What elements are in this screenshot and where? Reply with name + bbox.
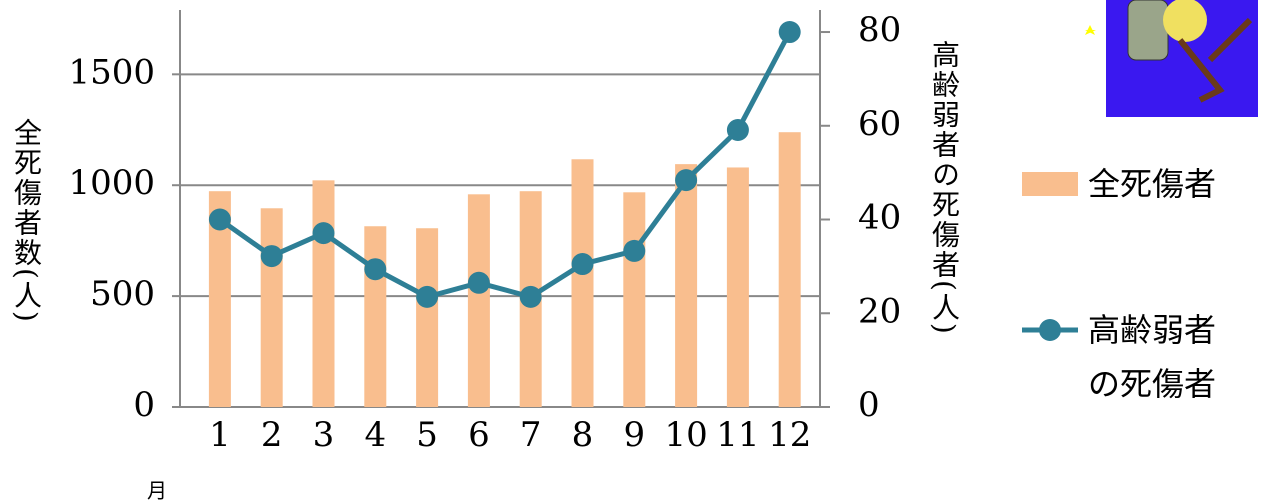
x-tick-label: 8 (572, 415, 594, 455)
bar (468, 194, 490, 407)
legend-label: 全死傷者 (1088, 157, 1216, 211)
page: 月 050010001500020406080123456789101112 全… (0, 0, 1268, 504)
point (313, 222, 335, 244)
bar (364, 226, 386, 407)
legend-key (1022, 172, 1078, 196)
point (416, 286, 438, 308)
y2-tick-label: 60 (858, 104, 901, 144)
y2-tick-label: 40 (858, 198, 901, 238)
bar (675, 164, 697, 407)
x-tick-label: 9 (623, 415, 645, 455)
x-tick-label: 2 (261, 415, 283, 455)
point (468, 272, 490, 294)
x-tick-label: 7 (520, 415, 542, 455)
x-tick-label: 3 (313, 415, 335, 455)
y2-tick-label: 0 (858, 385, 880, 425)
y2-tick-label: 20 (858, 291, 901, 331)
point (364, 258, 386, 280)
bar (779, 132, 801, 407)
x-tick-label: 12 (768, 415, 811, 455)
y-tick-label: 1000 (68, 163, 155, 203)
legend-label: 高齢弱者の死傷者 (1088, 303, 1228, 411)
point (261, 245, 283, 267)
point (520, 286, 542, 308)
y-tick-label: 500 (90, 274, 155, 314)
y2-axis-title: 高齢弱者の死傷者(人) (930, 40, 958, 336)
bar (261, 208, 283, 407)
x-axis-title: 月 (147, 479, 167, 503)
point (209, 209, 231, 231)
point (675, 169, 697, 191)
x-tick-label: 1 (209, 415, 231, 455)
x-tick-label: 6 (468, 415, 490, 455)
point (779, 21, 801, 43)
y-tick-label: 1500 (68, 52, 155, 92)
bar (623, 192, 645, 407)
x-tick-label: 4 (364, 415, 386, 455)
y-tick-label: 0 (133, 385, 155, 425)
point (623, 240, 645, 262)
y-axis-title: 全死傷者数(人) (12, 118, 40, 324)
bar (416, 228, 438, 407)
line (220, 32, 790, 297)
bar (572, 159, 594, 407)
legend-keys (1020, 170, 1082, 360)
point (727, 119, 749, 141)
x-tick-label: 10 (664, 415, 707, 455)
y2-tick-label: 80 (858, 10, 901, 50)
illustration (1085, 0, 1258, 117)
bar (727, 167, 749, 407)
legend-key (1039, 319, 1061, 341)
bar (313, 180, 335, 407)
x-tick-label: 5 (416, 415, 438, 455)
x-tick-label: 11 (716, 415, 759, 455)
point (572, 253, 594, 275)
